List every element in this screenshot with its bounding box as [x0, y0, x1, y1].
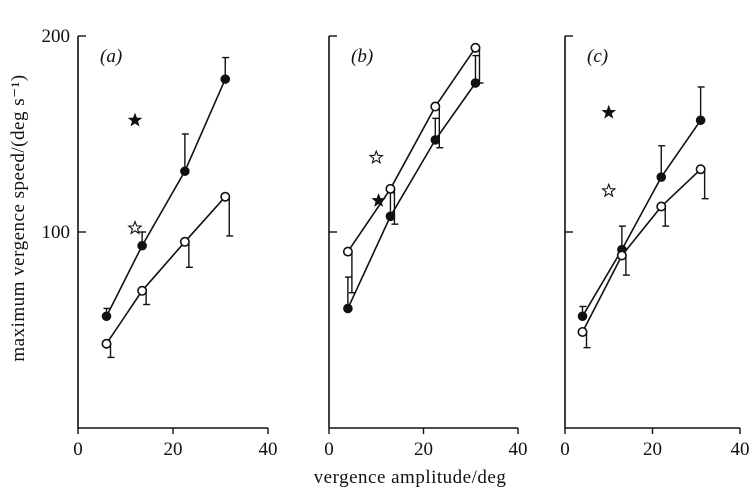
data-point	[695, 164, 706, 175]
data-point	[577, 326, 588, 337]
data-point	[220, 74, 231, 84]
filled-star-marker	[371, 192, 386, 207]
series-line	[581, 168, 702, 333]
data-point	[137, 240, 147, 251]
data-point	[385, 183, 396, 194]
data-point	[220, 191, 231, 202]
open-star-marker	[368, 149, 384, 165]
filled-star-marker	[601, 104, 617, 119]
data-point	[656, 201, 667, 212]
x-axis-title: vergence amplitude/deg	[314, 467, 507, 488]
data-point	[695, 115, 706, 126]
series-open	[342, 42, 484, 294]
data-point	[101, 338, 112, 349]
data-point	[342, 246, 353, 257]
data-point	[470, 42, 481, 53]
series-line	[347, 47, 477, 253]
data-point	[616, 250, 627, 261]
x-tick-label: 20	[643, 439, 662, 460]
series-filled	[101, 56, 231, 322]
panel-c: 0 20 40 (c)	[560, 35, 750, 460]
data-point	[656, 172, 667, 182]
series-filled	[343, 54, 481, 314]
data-point	[179, 236, 190, 247]
open-star-marker	[127, 220, 143, 235]
data-point	[577, 311, 588, 322]
x-tick-label: 0	[324, 439, 334, 460]
series-filled	[577, 86, 706, 322]
series-open	[577, 164, 709, 349]
data-point	[180, 166, 190, 177]
series-open	[101, 191, 234, 359]
y-tick-label: 100	[42, 222, 71, 243]
series-line	[105, 78, 227, 317]
x-tick-label: 20	[414, 439, 433, 460]
x-tick-label: 20	[164, 439, 183, 460]
panel-b: 0 20 40 (b)	[324, 35, 528, 460]
y-axis-title: maximum vergence speed/(deg s⁻¹)	[8, 74, 29, 361]
series-line	[347, 82, 477, 309]
filled-star-marker	[127, 112, 143, 127]
x-tick-label: 40	[731, 439, 750, 460]
series-line	[581, 119, 702, 317]
open-star-marker	[601, 182, 617, 198]
panel-label: (c)	[587, 46, 608, 67]
data-point	[385, 211, 396, 222]
data-point	[137, 285, 148, 296]
panel-label: (b)	[351, 46, 373, 67]
data-point	[343, 303, 353, 314]
data-point	[430, 101, 441, 112]
data-point	[101, 311, 112, 322]
x-tick-label: 40	[509, 439, 528, 460]
data-point	[430, 135, 441, 145]
y-tick-label: 200	[42, 26, 71, 47]
panel-a: 0 20 40 (a)	[73, 35, 278, 460]
panel-label: (a)	[100, 46, 122, 67]
x-tick-label: 0	[560, 439, 570, 460]
x-tick-label: 40	[259, 439, 278, 460]
series-line	[105, 196, 226, 345]
x-tick-label: 0	[73, 439, 83, 460]
